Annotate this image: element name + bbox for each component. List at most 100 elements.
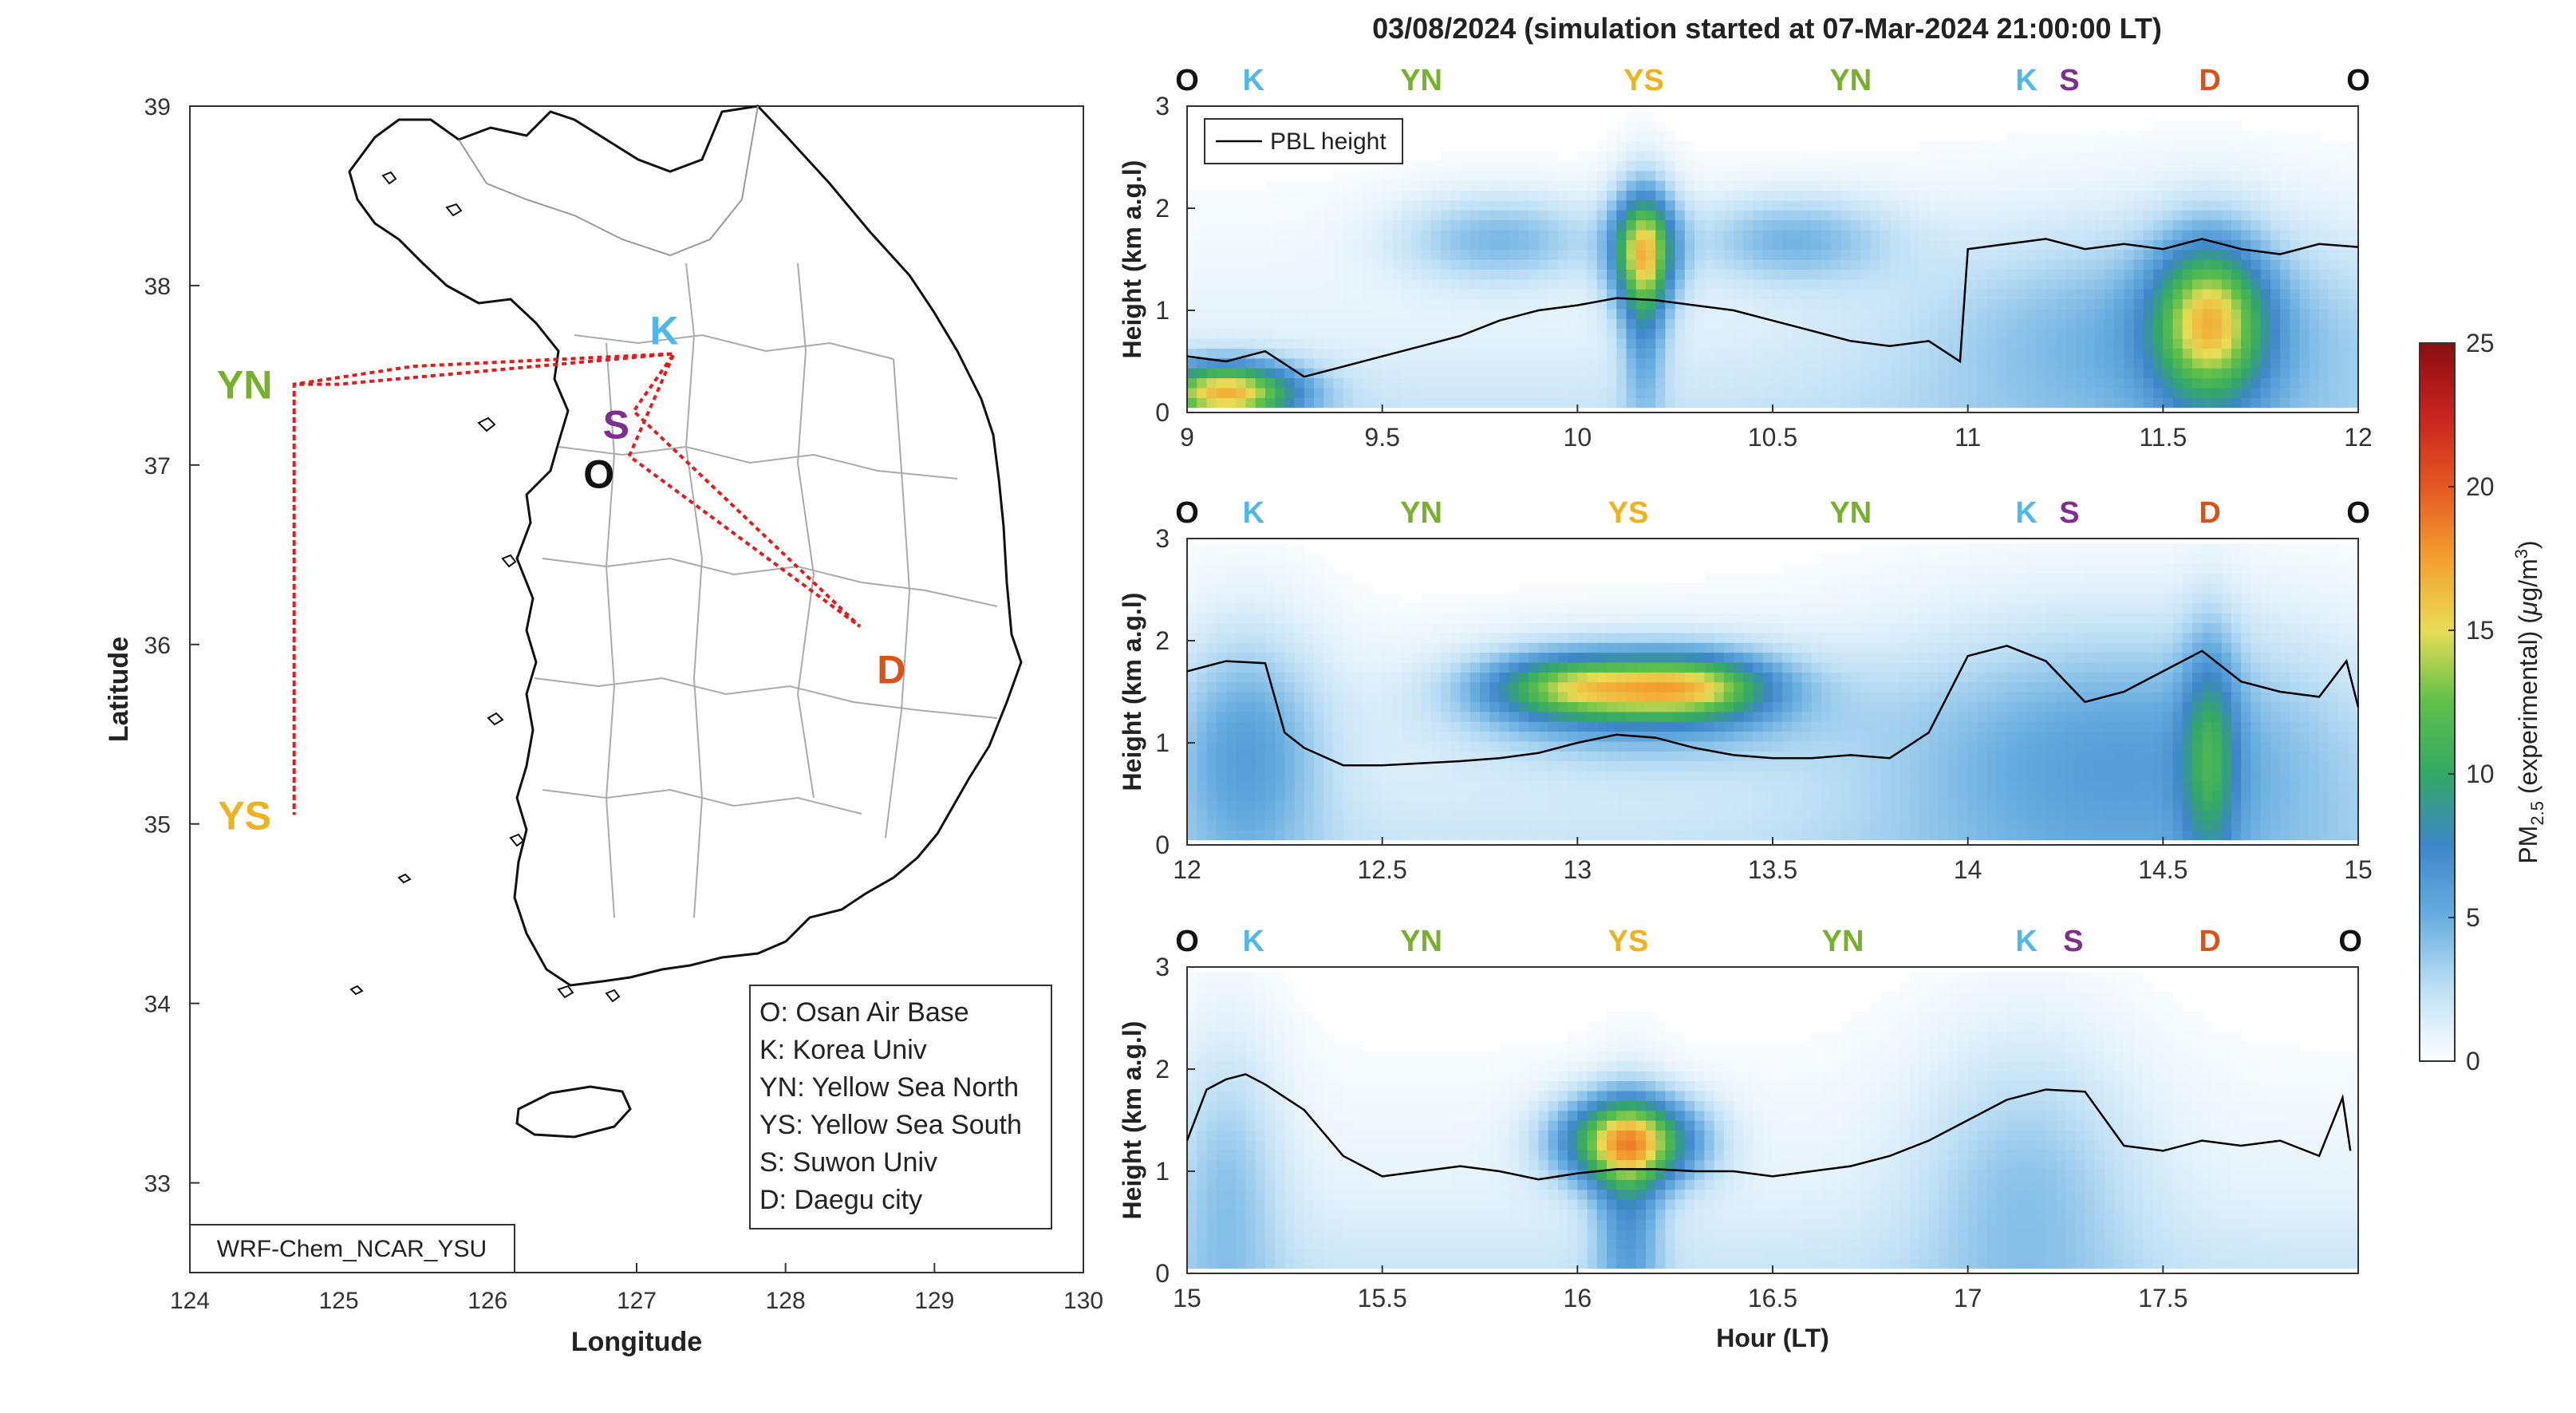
heatmap-cell <box>1236 563 1246 574</box>
heatmap-cell <box>1245 229 1256 240</box>
heatmap-cell <box>1518 672 1529 683</box>
heatmap-cell <box>2211 377 2223 389</box>
heatmap-cell <box>1314 573 1324 584</box>
heatmap-cell <box>1753 593 1764 604</box>
heatmap-cell <box>1372 701 1383 712</box>
heatmap-cell <box>1811 377 1822 389</box>
heatmap-cell <box>1216 751 1227 762</box>
heatmap-cell <box>2241 180 2251 191</box>
heatmap-cell <box>2270 190 2281 201</box>
heatmap-cell <box>1782 150 1793 161</box>
heatmap-cell <box>1694 692 1705 702</box>
heatmap-cell <box>1616 160 1627 172</box>
heatmap-cell <box>1557 318 1568 330</box>
heatmap-cell <box>2075 259 2085 270</box>
heatmap-cell <box>1831 338 1842 349</box>
heatmap-cell <box>1284 278 1296 290</box>
heatmap-cell <box>1391 278 1402 290</box>
heatmap-cell <box>1441 622 1451 633</box>
heatmap-cell <box>1225 622 1237 633</box>
heatmap-cell <box>1723 721 1734 732</box>
heatmap-cell <box>1480 259 1490 270</box>
heatmap-cell <box>1430 199 1442 211</box>
heatmap-cell <box>1255 573 1266 584</box>
heatmap-cell <box>1333 210 1344 221</box>
heatmap-cell <box>1684 387 1695 398</box>
heatmap-cell <box>1762 810 1773 821</box>
heatmap-cell <box>2143 150 2154 161</box>
heatmap-cell <box>1909 318 1920 330</box>
heatmap-cell <box>2104 210 2115 221</box>
heatmap-cell <box>1255 771 1266 781</box>
heatmap-cell <box>1363 190 1373 201</box>
heatmap-cell <box>2045 318 2057 330</box>
heatmap-cell <box>1430 771 1442 781</box>
heatmap-cell <box>1596 318 1608 330</box>
heatmap-cell <box>2124 278 2135 290</box>
heatmap-cell <box>1421 278 1432 290</box>
heatmap-cell <box>2241 219 2251 231</box>
heatmap-cell <box>1294 740 1305 752</box>
heatmap-cell <box>1391 593 1402 604</box>
heatmap-cell <box>1518 711 1529 722</box>
heatmap-cell <box>1919 210 1930 221</box>
heatmap-cell <box>1372 249 1383 260</box>
heatmap-cell <box>1557 711 1568 722</box>
heatmap-cell <box>1811 830 1822 841</box>
heatmap-cell <box>1509 760 1520 772</box>
heatmap-cell <box>1646 721 1656 732</box>
heatmap-cell <box>1655 701 1666 712</box>
heatmap-cell <box>1529 368 1539 379</box>
heatmap-cell <box>1304 830 1315 841</box>
heatmap-cell <box>1596 210 1608 221</box>
heatmap-cell <box>2270 368 2281 379</box>
heatmap-cell <box>1225 582 1237 594</box>
heatmap-cell <box>1450 298 1462 310</box>
heatmap-cell <box>2036 229 2047 240</box>
heatmap-cell <box>1225 298 1237 310</box>
heatmap-cell <box>1782 740 1793 752</box>
heatmap-cell <box>1967 278 1978 290</box>
heatmap-cell <box>1646 111 1656 122</box>
heatmap-cell <box>1509 721 1520 732</box>
heatmap-cell <box>2211 190 2223 201</box>
heatmap-cell <box>2172 199 2183 211</box>
heatmap-cell <box>1792 357 1803 369</box>
heatmap-cell <box>1665 800 1676 811</box>
heatmap-cell <box>2329 229 2340 240</box>
island <box>381 171 397 185</box>
heatmap-cell <box>1206 701 1217 712</box>
heatmap-cell <box>1460 632 1471 643</box>
heatmap-cell <box>1626 298 1637 310</box>
heatmap-cell <box>1811 199 1822 211</box>
heatmap-cell <box>1197 368 1207 379</box>
heatmap-cell <box>1596 239 1608 251</box>
heatmap-cell <box>1529 318 1539 330</box>
heatmap-cell <box>1665 672 1676 683</box>
heatmap-cell <box>1704 593 1715 604</box>
heatmap-cell <box>1773 338 1783 349</box>
heatmap-cell <box>1557 219 1568 231</box>
heatmap-cell <box>1987 377 1998 389</box>
heatmap-cell <box>1899 308 1910 319</box>
heatmap-cell <box>1187 819 1197 831</box>
heatmap-cell <box>1518 661 1529 673</box>
heatmap-cell <box>1928 387 1939 398</box>
heatmap-cell <box>1460 731 1471 742</box>
heatmap-cell <box>1626 652 1637 663</box>
heatmap-cell <box>1997 387 2008 398</box>
heatmap-cell <box>1626 397 1637 409</box>
heatmap-cell <box>1529 338 1539 349</box>
heatmap-cell <box>2260 368 2271 379</box>
heatmap-cell <box>1343 582 1354 594</box>
heatmap-cell <box>1773 692 1783 702</box>
heatmap-cell <box>1402 751 1412 762</box>
heatmap-cell <box>1734 318 1744 330</box>
heatmap-cell <box>1499 298 1510 310</box>
heatmap-cell <box>1324 357 1335 369</box>
heatmap-cell <box>1421 593 1432 604</box>
map-ytick-label: 36 <box>144 633 171 659</box>
heatmap-cell <box>1734 328 1744 339</box>
heatmap-cell <box>1596 338 1608 349</box>
heatmap-cell <box>1518 357 1529 369</box>
